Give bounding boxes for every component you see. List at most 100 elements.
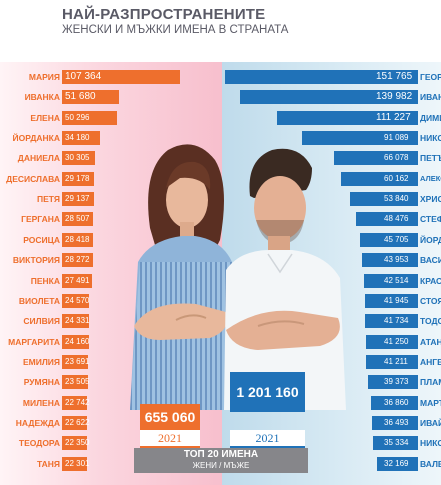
male-value-label: 53 840 — [384, 194, 409, 204]
female-bar — [62, 131, 100, 146]
male-value-label: 151 765 — [376, 71, 413, 82]
male-name-label: МАРТИН — [420, 397, 441, 408]
female-bar — [62, 436, 87, 451]
female-value-label: 34 180 — [65, 133, 90, 143]
male-bar — [362, 253, 418, 268]
male-name-label: ЙОРДАН — [420, 234, 441, 245]
male-bar — [365, 334, 418, 349]
female-value-label: 22 622 — [65, 417, 90, 427]
male-name-label: КРАСИМИР — [420, 275, 441, 286]
female-value-label: 30 305 — [65, 153, 90, 163]
male-bar — [302, 131, 418, 146]
female-value-label: 50 296 — [65, 112, 90, 122]
female-bar — [62, 395, 87, 410]
male-value-label: 41 211 — [384, 356, 408, 366]
female-name-label: ТЕОДОРА — [18, 438, 60, 449]
male-name-label: ГЕОРГИ — [420, 72, 441, 82]
male-bar — [364, 314, 418, 329]
female-value-label: 24 160 — [65, 336, 90, 346]
female-value-label: 107 364 — [65, 71, 102, 82]
male-bar — [225, 70, 418, 84]
male-bar — [359, 232, 418, 247]
male-total: 1 201 160 — [230, 372, 305, 412]
female-bar — [62, 232, 94, 247]
female-bar — [62, 192, 95, 207]
female-name-label: ЙОРДАНКА — [12, 133, 60, 144]
female-bar — [62, 70, 180, 84]
female-bar — [62, 171, 95, 186]
male-name-label: СТОЯН — [420, 295, 441, 306]
male-value-label: 66 078 — [384, 153, 409, 163]
male-year: 2021 — [230, 430, 305, 449]
male-bar — [373, 436, 418, 451]
man-figure — [224, 148, 346, 410]
female-bar — [62, 375, 88, 390]
top20-band: ТОП 20 ИМЕНА ЖЕНИ / МЪЖЕ — [134, 448, 308, 473]
female-name-label: МАРИЯ — [28, 72, 60, 82]
female-value-label: 24 331 — [65, 316, 90, 326]
male-name-label: ИВАЙЛО — [420, 417, 441, 428]
male-bar — [333, 151, 418, 166]
male-value-label: 48 476 — [384, 214, 409, 224]
male-value-label: 36 860 — [384, 397, 409, 407]
female-value-label: 29 137 — [65, 194, 90, 204]
female-value-label: 23 505 — [65, 377, 90, 387]
male-name-label: НИКОЛА — [420, 438, 441, 449]
male-value-label: 41 250 — [384, 336, 409, 346]
female-value-label: 51 680 — [65, 91, 96, 103]
male-value-label: 36 493 — [384, 417, 409, 427]
female-name-label: РУМЯНА — [23, 377, 60, 388]
female-bar — [62, 293, 89, 308]
female-value-label: 22 350 — [65, 438, 90, 448]
female-name-label: ДАНИЕЛА — [17, 153, 60, 164]
page-subtitle: ЖЕНСКИ И МЪЖКИ ИМЕНА В СТРАНАТА — [62, 24, 289, 36]
male-value-label: 32 169 — [384, 458, 409, 468]
male-value-label: 39 373 — [384, 377, 409, 387]
male-bar — [356, 212, 418, 227]
male-name-label: АТАНАС — [420, 336, 441, 347]
female-value-label: 28 272 — [65, 255, 90, 265]
female-value-label: 28 418 — [65, 234, 90, 244]
female-bar — [62, 273, 93, 288]
female-name-label: НАДЕЖДА — [15, 417, 60, 428]
female-name-label: ВИКТОРИЯ — [12, 255, 60, 266]
band-title: ТОП 20 ИМЕНА — [183, 449, 259, 460]
male-bar — [239, 90, 418, 105]
male-bar — [276, 110, 418, 125]
male-value-label: 111 227 — [376, 111, 411, 123]
male-name-label: ВАСИЛ — [420, 255, 441, 266]
female-value-label: 22 742 — [65, 397, 90, 407]
male-bar — [377, 456, 418, 471]
male-name-label: ДИМИТЪР — [420, 112, 441, 123]
male-name-label: СТЕФАН — [420, 214, 441, 225]
male-value-label: 45 705 — [384, 234, 409, 244]
female-bar — [62, 415, 87, 430]
female-name-label: ЕЛЕНА — [30, 112, 60, 123]
male-name-label: АЛЕКСАНДЪР — [420, 173, 441, 183]
page-title: НАЙ-РАЗПРОСТРАНЕНИТЕ — [62, 6, 266, 23]
female-bar — [62, 151, 96, 166]
male-bar — [367, 375, 418, 390]
female-name-label: ЕМИЛИЯ — [22, 356, 60, 367]
male-bar — [364, 293, 418, 308]
female-total: 655 060 — [140, 404, 200, 430]
male-bar — [371, 415, 418, 430]
female-name-label: ИВАНКА — [24, 92, 60, 103]
female-name-label: ПЕНКА — [30, 275, 60, 286]
male-bar — [363, 273, 418, 288]
male-value-label: 42 514 — [384, 275, 409, 285]
female-name-label: ДЕСИСЛАВА — [6, 173, 60, 184]
male-value-label: 41 945 — [384, 295, 409, 305]
female-name-label: СИЛВИЯ — [23, 316, 60, 327]
female-bar — [62, 314, 89, 329]
female-value-label: 22 301 — [65, 458, 90, 468]
female-name-label: ВИОЛЕТА — [18, 295, 60, 306]
band-subtitle: ЖЕНИ / МЪЖЕ — [192, 461, 250, 470]
male-name-label: ВАЛЕНТИН — [420, 458, 441, 469]
male-value-label: 91 089 — [384, 133, 409, 143]
male-bar — [371, 395, 418, 410]
female-bar — [62, 90, 119, 105]
male-bar — [349, 192, 418, 207]
male-name-label: АНГЕЛ — [420, 356, 441, 367]
